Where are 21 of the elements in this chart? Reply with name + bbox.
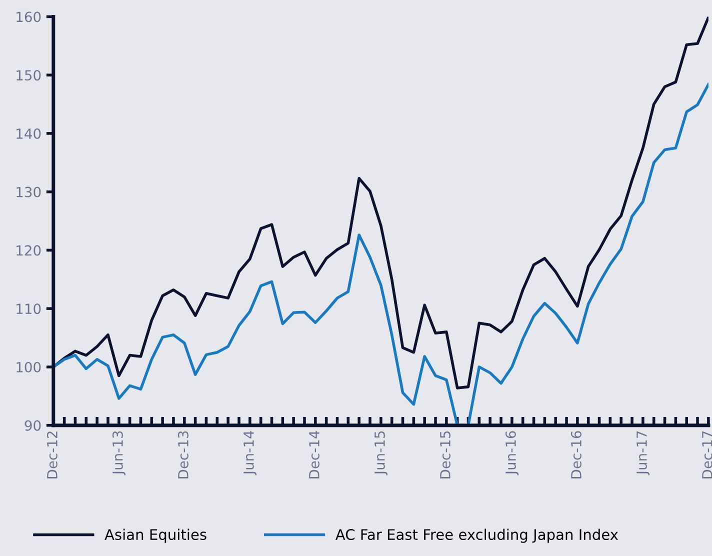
x-tick-label: Jun-16 xyxy=(505,431,519,476)
x-tick-label: Jun-15 xyxy=(374,431,388,476)
legend-label: AC Far East Free excluding Japan Index xyxy=(335,528,618,543)
x-tick-label: Dec-16 xyxy=(570,431,582,478)
y-tick-label: 100 xyxy=(16,362,41,372)
x-tick-label: Dec-15 xyxy=(440,431,450,478)
y-tick-label: 90 xyxy=(24,420,41,431)
x-tick-label: Dec-14 xyxy=(309,430,320,478)
y-tick-label: 150 xyxy=(16,70,41,81)
y-tick-label: 140 xyxy=(16,128,41,139)
x-tick-label: Jun-13 xyxy=(112,431,126,476)
x-tick-label: Dec-17 xyxy=(702,431,712,478)
legend-label: Asian Equities xyxy=(104,528,206,543)
x-tick-label: Jun-17 xyxy=(636,431,650,476)
y-tick-label: 110 xyxy=(16,304,41,314)
y-tick-label: 120 xyxy=(16,245,41,256)
x-tick-label: Dec-12 xyxy=(46,432,58,478)
x-tick-label: Jun-14 xyxy=(244,430,257,476)
y-tick-label: 160 xyxy=(16,12,41,22)
y-tick-label: 130 xyxy=(16,186,41,198)
x-tick-label: Dec-13 xyxy=(178,431,188,478)
